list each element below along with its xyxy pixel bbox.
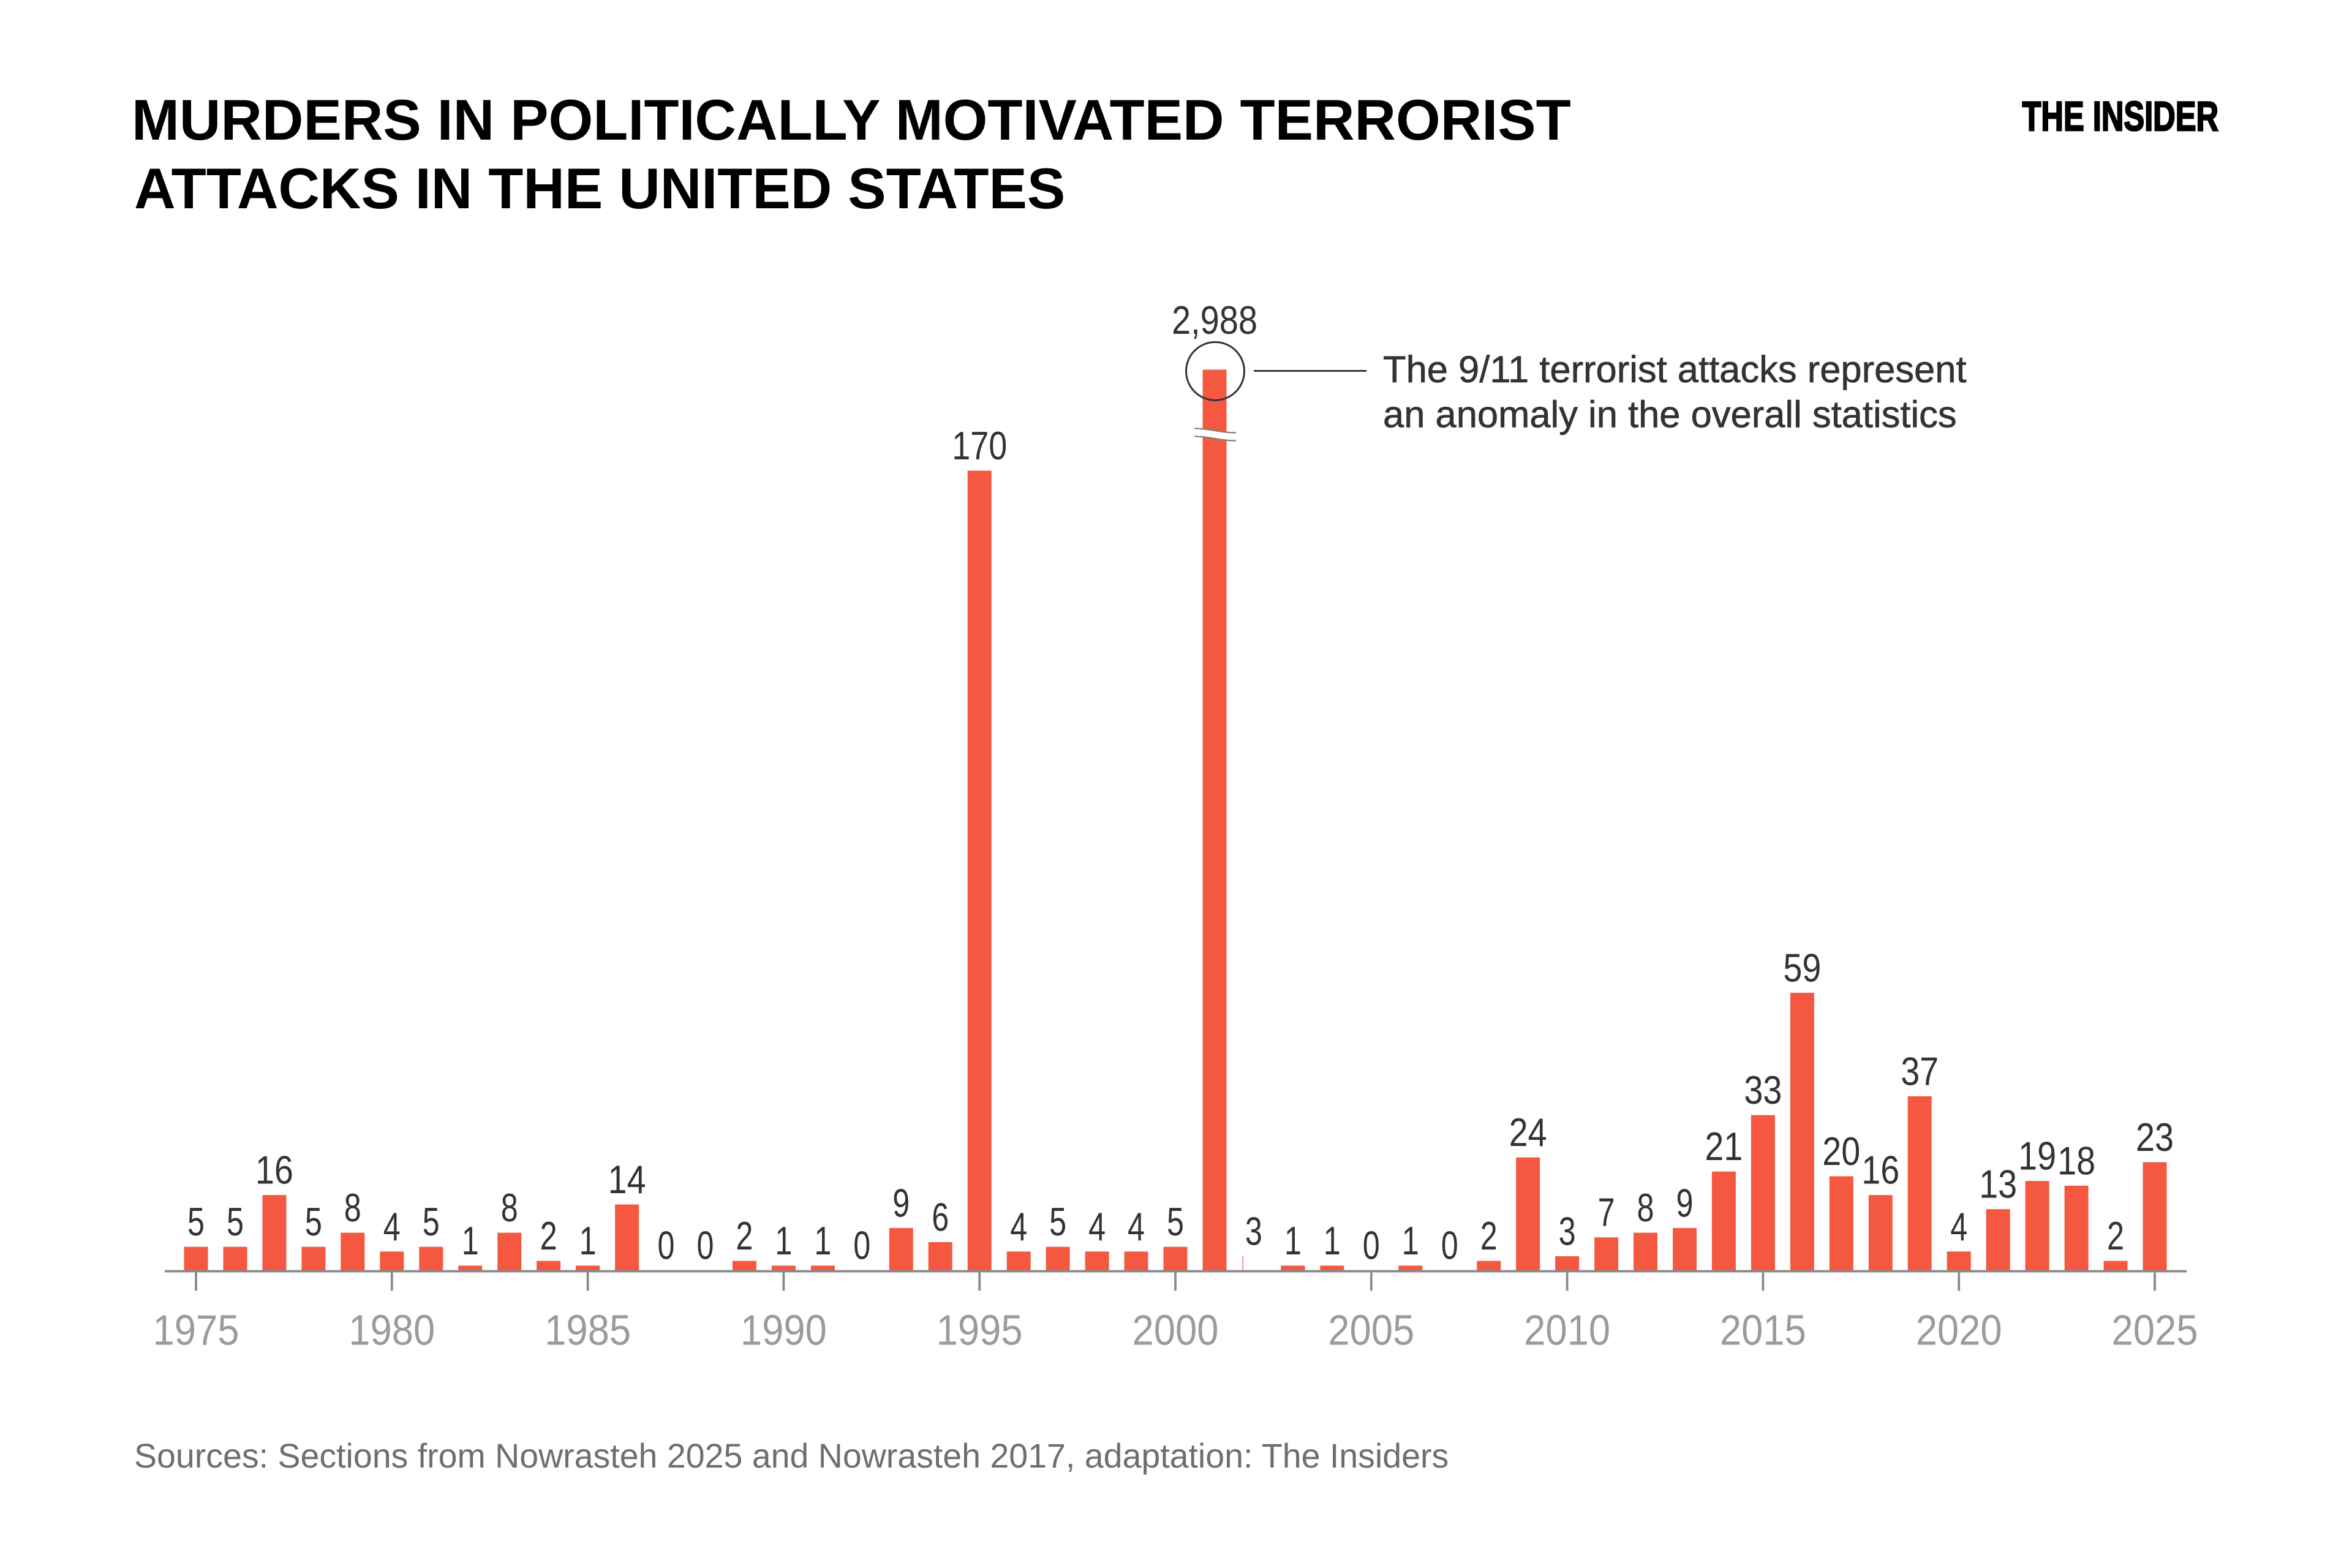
svg-text:23: 23 bbox=[2136, 1115, 2174, 1159]
svg-text:33: 33 bbox=[1744, 1068, 1782, 1112]
svg-text:21: 21 bbox=[1705, 1124, 1743, 1169]
svg-text:4: 4 bbox=[1088, 1204, 1106, 1249]
svg-text:1: 1 bbox=[579, 1218, 597, 1263]
svg-text:4: 4 bbox=[1128, 1204, 1145, 1249]
svg-text:5: 5 bbox=[1049, 1199, 1066, 1244]
svg-text:7: 7 bbox=[1598, 1190, 1615, 1235]
svg-text:0: 0 bbox=[658, 1223, 675, 1268]
svg-text:16: 16 bbox=[1861, 1148, 1899, 1193]
svg-text:1975: 1975 bbox=[153, 1306, 239, 1354]
svg-text:Sources: Sections from Nowrast: Sources: Sections from Nowrasteh 2025 an… bbox=[134, 1437, 1449, 1475]
svg-text:24: 24 bbox=[1509, 1110, 1547, 1155]
svg-text:8: 8 bbox=[344, 1185, 361, 1230]
svg-text:1990: 1990 bbox=[741, 1306, 827, 1354]
svg-text:0: 0 bbox=[1363, 1223, 1380, 1268]
svg-text:1: 1 bbox=[775, 1218, 792, 1263]
svg-text:8: 8 bbox=[501, 1185, 518, 1230]
svg-text:4: 4 bbox=[1010, 1204, 1027, 1249]
svg-text:1980: 1980 bbox=[349, 1306, 435, 1354]
svg-text:16: 16 bbox=[255, 1148, 293, 1193]
svg-text:2: 2 bbox=[540, 1213, 557, 1258]
svg-text:2: 2 bbox=[2107, 1213, 2124, 1258]
svg-text:1: 1 bbox=[462, 1218, 479, 1263]
svg-text:5: 5 bbox=[227, 1199, 244, 1244]
svg-text:The 9/11 terrorist attacks rep: The 9/11 terrorist attacks represent bbox=[1383, 349, 1967, 391]
svg-text:2020: 2020 bbox=[1916, 1306, 2002, 1354]
svg-text:6: 6 bbox=[932, 1194, 949, 1239]
svg-text:13: 13 bbox=[1979, 1162, 2017, 1207]
svg-text:2000: 2000 bbox=[1133, 1306, 1219, 1354]
svg-text:4: 4 bbox=[1950, 1204, 1967, 1249]
svg-text:THE INSIDER: THE INSIDER bbox=[2022, 93, 2219, 140]
svg-text:19: 19 bbox=[2018, 1134, 2056, 1178]
svg-text:0: 0 bbox=[697, 1223, 714, 1268]
svg-text:9: 9 bbox=[892, 1180, 910, 1225]
svg-text:3: 3 bbox=[1245, 1209, 1262, 1254]
svg-text:2: 2 bbox=[736, 1213, 753, 1258]
svg-text:1995: 1995 bbox=[937, 1306, 1023, 1354]
svg-text:1: 1 bbox=[814, 1218, 831, 1263]
svg-text:5: 5 bbox=[423, 1199, 440, 1244]
svg-text:1: 1 bbox=[1324, 1218, 1341, 1263]
svg-text:an anomaly in the overall stat: an anomaly in the overall statistics bbox=[1383, 393, 1957, 435]
svg-text:0: 0 bbox=[1441, 1223, 1458, 1268]
svg-text:MURDERS IN POLITICALLY MOTIVAT: MURDERS IN POLITICALLY MOTIVATED TERRORI… bbox=[132, 88, 1571, 152]
svg-text:18: 18 bbox=[2057, 1138, 2095, 1183]
svg-text:1: 1 bbox=[1284, 1218, 1302, 1263]
svg-text:2,988: 2,988 bbox=[1172, 298, 1257, 342]
svg-text:5: 5 bbox=[187, 1199, 205, 1244]
svg-text:1985: 1985 bbox=[545, 1306, 631, 1354]
svg-text:1: 1 bbox=[1402, 1218, 1419, 1263]
svg-text:5: 5 bbox=[305, 1199, 322, 1244]
svg-text:8: 8 bbox=[1637, 1185, 1654, 1230]
svg-text:14: 14 bbox=[608, 1157, 646, 1202]
svg-text:3: 3 bbox=[1559, 1209, 1576, 1254]
svg-text:0: 0 bbox=[853, 1223, 870, 1268]
svg-text:2025: 2025 bbox=[2112, 1306, 2198, 1354]
svg-text:20: 20 bbox=[1822, 1129, 1860, 1174]
svg-text:4: 4 bbox=[383, 1204, 401, 1249]
svg-text:9: 9 bbox=[1676, 1180, 1694, 1225]
svg-text:2015: 2015 bbox=[1720, 1306, 1806, 1354]
svg-text:2010: 2010 bbox=[1524, 1306, 1610, 1354]
svg-text:37: 37 bbox=[1901, 1049, 1939, 1093]
svg-text:5: 5 bbox=[1167, 1199, 1184, 1244]
svg-text:ATTACKS IN THE UNITED STATES: ATTACKS IN THE UNITED STATES bbox=[134, 156, 1065, 221]
svg-text:170: 170 bbox=[952, 423, 1007, 468]
svg-text:2: 2 bbox=[1480, 1213, 1498, 1258]
svg-text:2005: 2005 bbox=[1328, 1306, 1414, 1354]
svg-text:59: 59 bbox=[1783, 945, 1821, 990]
